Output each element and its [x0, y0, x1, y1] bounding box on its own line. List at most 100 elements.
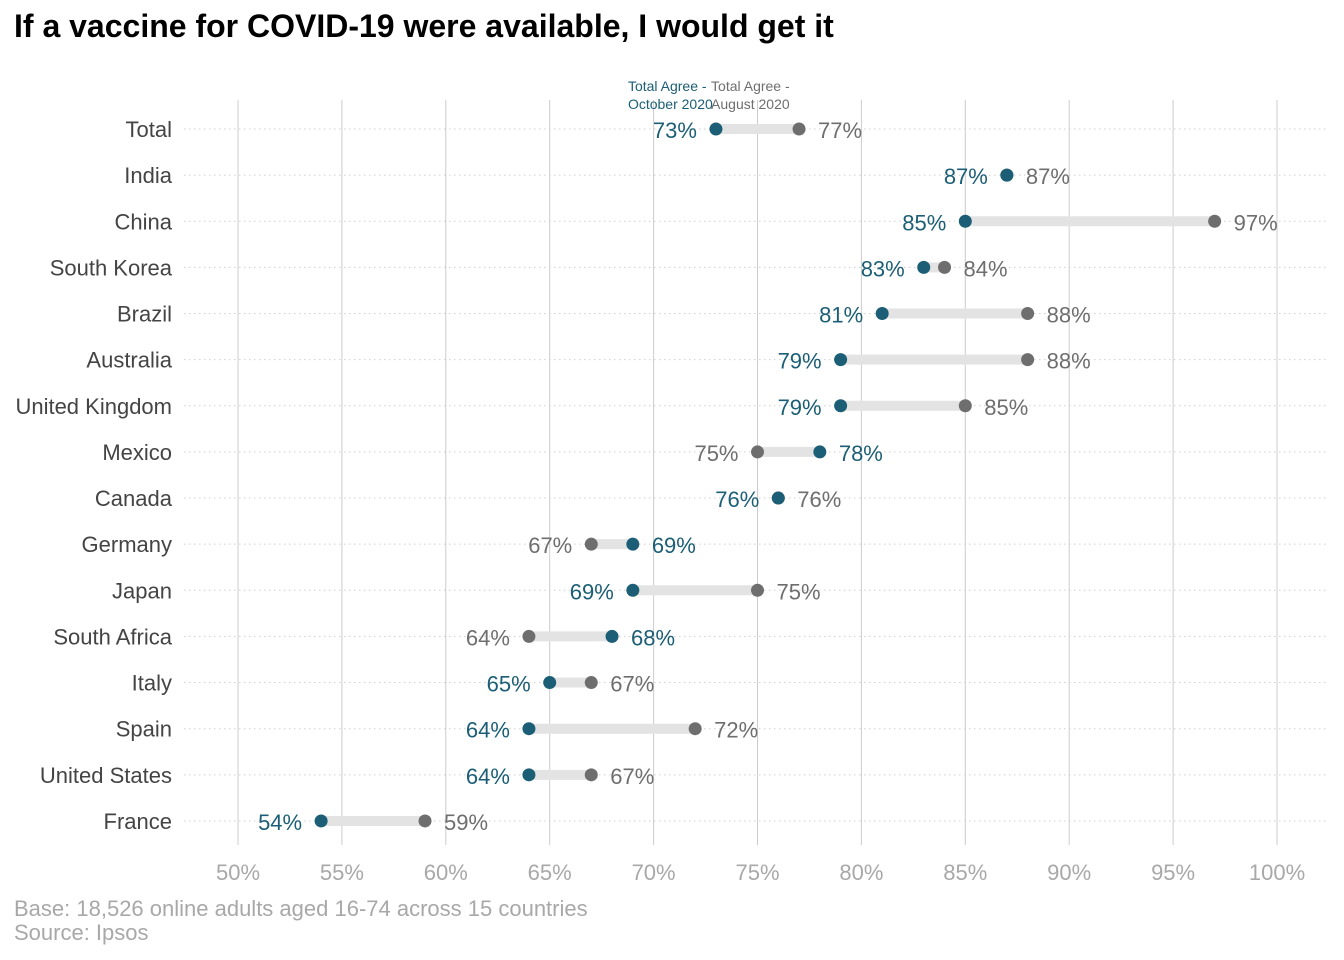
category-label: United States	[40, 763, 172, 788]
august-point	[522, 629, 536, 643]
chart-title: If a vaccine for COVID-19 were available…	[14, 8, 834, 44]
october-value-label: 69%	[570, 579, 614, 604]
chart-footer: Base: 18,526 online adults aged 16-74 ac…	[14, 897, 588, 945]
october-point	[875, 307, 889, 321]
august-value-label: 75%	[777, 579, 821, 604]
connector-bars	[321, 124, 1215, 826]
august-value-label: 64%	[466, 625, 510, 650]
x-tick-label: 95%	[1151, 860, 1195, 885]
data-points	[314, 122, 1222, 828]
august-value-label: 72%	[714, 718, 758, 743]
october-point	[834, 353, 848, 367]
october-value-label: 65%	[487, 672, 531, 697]
category-label: Mexico	[102, 440, 172, 465]
october-point	[813, 445, 827, 459]
october-value-label: 68%	[631, 625, 675, 650]
category-label: Total	[126, 117, 172, 142]
category-label: India	[124, 163, 172, 188]
category-label: China	[115, 209, 173, 234]
category-label: Spain	[116, 717, 172, 742]
august-point	[584, 768, 598, 782]
august-value-label: 77%	[818, 118, 862, 143]
august-value-label: 84%	[964, 256, 1008, 281]
october-point	[917, 260, 931, 274]
category-label: Italy	[132, 671, 172, 696]
october-value-label: 64%	[466, 764, 510, 789]
october-value-label: 64%	[466, 718, 510, 743]
august-point	[1021, 353, 1035, 367]
x-tick-label: 85%	[943, 860, 987, 885]
october-point	[771, 491, 785, 505]
august-value-label: 59%	[444, 810, 488, 835]
october-point	[626, 583, 640, 597]
august-value-label: 88%	[1047, 349, 1091, 374]
category-label: United Kingdom	[15, 394, 172, 419]
october-point	[543, 676, 557, 690]
october-value-label: 87%	[944, 164, 988, 189]
x-tick-label: 70%	[632, 860, 676, 885]
august-series-label: August 2020	[711, 96, 790, 112]
august-point	[751, 445, 764, 459]
october-point	[522, 722, 536, 736]
october-value-label: 85%	[902, 210, 946, 235]
category-label: Canada	[95, 486, 173, 511]
august-value-label: 87%	[1026, 164, 1070, 189]
august-value-label: 75%	[694, 441, 738, 466]
x-tick-label: 60%	[424, 860, 468, 885]
august-value-label: 88%	[1047, 303, 1091, 328]
category-label: Germany	[82, 532, 172, 557]
october-value-label: 81%	[819, 303, 863, 328]
august-point	[1208, 214, 1222, 228]
category-label: South Africa	[53, 624, 172, 649]
x-tick-label: 75%	[735, 860, 779, 885]
august-value-label: 76%	[797, 487, 841, 512]
october-value-label: 76%	[715, 487, 759, 512]
x-tick-label: 50%	[216, 860, 260, 885]
category-label: Japan	[112, 578, 172, 603]
x-tick-label: 55%	[320, 860, 364, 885]
august-point	[688, 722, 702, 736]
october-value-label: 69%	[652, 533, 696, 558]
august-point	[938, 260, 952, 274]
august-value-label: 85%	[984, 395, 1028, 420]
august-point	[958, 399, 972, 413]
category-label: France	[104, 809, 172, 834]
october-point	[522, 768, 536, 782]
october-value-label: 79%	[778, 349, 822, 374]
august-point	[792, 122, 806, 136]
x-tick-label: 80%	[839, 860, 883, 885]
category-label: Brazil	[117, 302, 172, 327]
x-tick-label: 90%	[1047, 860, 1091, 885]
august-point	[584, 537, 598, 551]
october-point	[1000, 168, 1014, 182]
x-tick-label: 100%	[1249, 860, 1305, 885]
august-point	[1021, 307, 1035, 321]
october-point	[709, 122, 723, 136]
august-value-label: 97%	[1234, 210, 1278, 235]
x-tick-labels: 50% 55% 60% 65% 70% 75% 80% 85% 90% 95% 100%	[216, 860, 1305, 885]
august-point	[418, 814, 432, 828]
base-note: Base: 18,526 online adults aged 16-74 ac…	[14, 896, 588, 921]
october-point	[314, 814, 328, 828]
october-value-label: 78%	[839, 441, 883, 466]
october-series-label: October 2020	[628, 96, 713, 112]
october-value-label: 83%	[861, 256, 905, 281]
october-point	[605, 629, 619, 643]
august-value-label: 67%	[528, 533, 572, 558]
value-labels: 73% 77% 87% 87% 85% 97% 83% 84% 81% 88% 79% 88% 79% 8…	[258, 118, 1278, 835]
category-label: Australia	[86, 348, 172, 373]
october-series-label: Total Agree -	[628, 78, 707, 94]
october-value-label: 73%	[653, 118, 697, 143]
category-labels: Total India China South Korea Brazil Australi…	[15, 117, 172, 834]
october-value-label: 54%	[258, 810, 302, 835]
october-value-label: 79%	[778, 395, 822, 420]
august-point	[584, 676, 598, 690]
x-tick-label: 65%	[528, 860, 572, 885]
october-point	[834, 399, 848, 413]
august-series-label: Total Agree -	[711, 78, 790, 94]
source-note: Source: Ipsos	[14, 920, 149, 945]
october-point	[626, 537, 640, 551]
august-value-label: 67%	[610, 764, 654, 789]
